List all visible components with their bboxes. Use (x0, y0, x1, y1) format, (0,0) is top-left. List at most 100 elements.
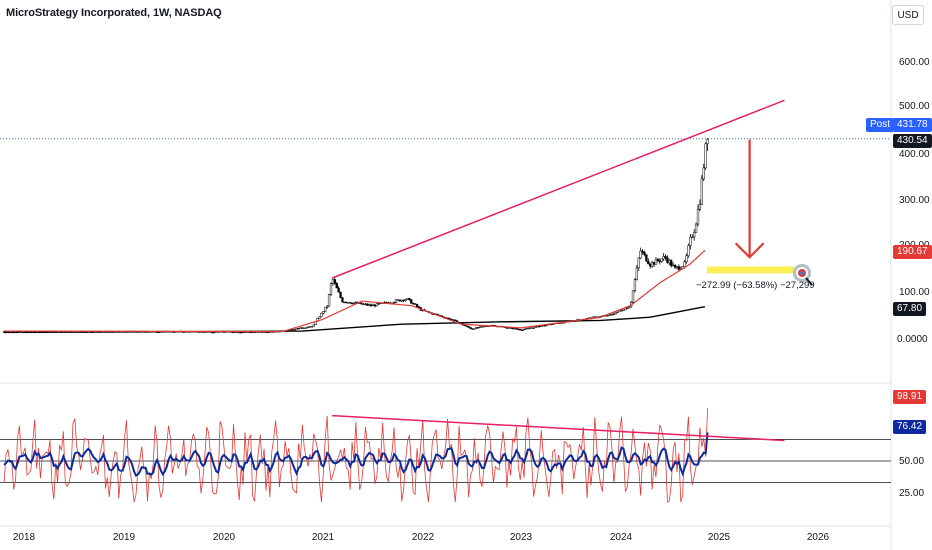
rsi-fast-series (3, 408, 708, 503)
candle-body (364, 303, 367, 306)
candle-body (377, 303, 380, 305)
candle-body (654, 258, 658, 265)
candle-body (320, 312, 323, 318)
target-zone-rect (706, 266, 795, 274)
price-tick-300: 300.00 (899, 195, 930, 206)
candle-body (612, 313, 616, 316)
candle-body (540, 325, 543, 327)
candle-body (532, 327, 535, 329)
candle-body (656, 258, 660, 261)
candle-body (362, 303, 365, 306)
candle-body (417, 306, 421, 308)
candle-body (526, 327, 530, 330)
candle-body (704, 143, 707, 169)
candle-body (373, 304, 377, 307)
candle-body (475, 327, 478, 329)
candle-body (700, 178, 703, 205)
candle-body (608, 314, 612, 316)
target-icon[interactable] (793, 264, 813, 286)
price-tick-0: 0.0000 (897, 334, 928, 345)
candle-body (415, 304, 419, 307)
candle-body (402, 299, 405, 302)
candle-body (480, 326, 484, 328)
candle-body (352, 302, 356, 304)
candle-body (8, 331, 12, 333)
candle-body (408, 298, 411, 300)
candle-body (157, 331, 161, 333)
candle-body (637, 257, 640, 269)
candle-body (413, 303, 417, 305)
candle-body (538, 325, 541, 328)
candle-body (643, 252, 646, 255)
candle-body (662, 256, 665, 260)
candle-body (543, 325, 547, 327)
currency-button[interactable]: USD (892, 5, 924, 25)
candle-body (689, 236, 692, 246)
candle-body (628, 306, 631, 309)
target-zone[interactable] (706, 266, 795, 274)
candle-body (310, 326, 314, 328)
time-tick-2023: 2023 (509, 532, 533, 543)
candle-body (683, 261, 686, 267)
candle-body (639, 250, 642, 259)
time-tick-2025: 2025 (707, 532, 731, 543)
candle-body (505, 327, 509, 329)
candle-body (622, 309, 625, 311)
rsi-trendline-segment (332, 414, 785, 442)
projection-arrow[interactable] (734, 139, 765, 259)
candle-body (304, 327, 308, 329)
price-tick-100: 100.00 (899, 287, 930, 298)
candle-body (211, 331, 214, 334)
candle-body (675, 266, 679, 268)
candle-body (478, 326, 482, 328)
candle-body (685, 255, 688, 263)
candle-body (301, 327, 304, 329)
candle-body (339, 291, 342, 298)
candle-body (677, 266, 681, 270)
candle-body (347, 302, 350, 304)
candle-body (650, 262, 654, 267)
candle-body (213, 331, 216, 334)
slow-moving-average (4, 306, 706, 334)
time-tick-2020: 2020 (212, 532, 236, 543)
candle-body (412, 303, 415, 305)
candle-body (392, 302, 396, 304)
candle-body (335, 283, 338, 289)
candle-body (668, 260, 671, 263)
rsi-trendline[interactable] (332, 414, 785, 442)
price-trendline[interactable] (331, 99, 785, 279)
candle-body (360, 302, 363, 305)
candle-body (329, 283, 333, 295)
candle-body (520, 329, 524, 331)
trendline-segment (331, 99, 785, 279)
candle-body (698, 203, 702, 210)
candle-body (369, 304, 373, 307)
candle-body (306, 326, 310, 329)
candle-body (687, 245, 690, 256)
candle-body (467, 326, 470, 328)
candle-body (633, 279, 637, 291)
candle-body (672, 264, 675, 267)
candle-body (660, 258, 663, 262)
candle-body (406, 298, 409, 300)
rsi-tick-25: 25.00 (899, 488, 925, 499)
candle-body (341, 297, 344, 303)
candle-body (299, 327, 302, 330)
candle-body (348, 302, 352, 304)
candle-body (238, 331, 241, 334)
candle-body (331, 279, 335, 284)
candle-body (303, 327, 306, 329)
time-tick-2019: 2019 (112, 532, 136, 543)
ma-fast-badge: 190.67 (893, 245, 932, 259)
price-tick-500: 500.00 (899, 101, 930, 112)
candle-body (240, 331, 243, 334)
candle-body (318, 316, 321, 319)
candle-body (366, 303, 369, 306)
candle-body (515, 328, 518, 330)
candle-body (232, 331, 235, 334)
candle-body (658, 260, 661, 262)
candle-body (20, 331, 23, 333)
candle-body (706, 139, 709, 145)
candle-body (350, 302, 354, 305)
